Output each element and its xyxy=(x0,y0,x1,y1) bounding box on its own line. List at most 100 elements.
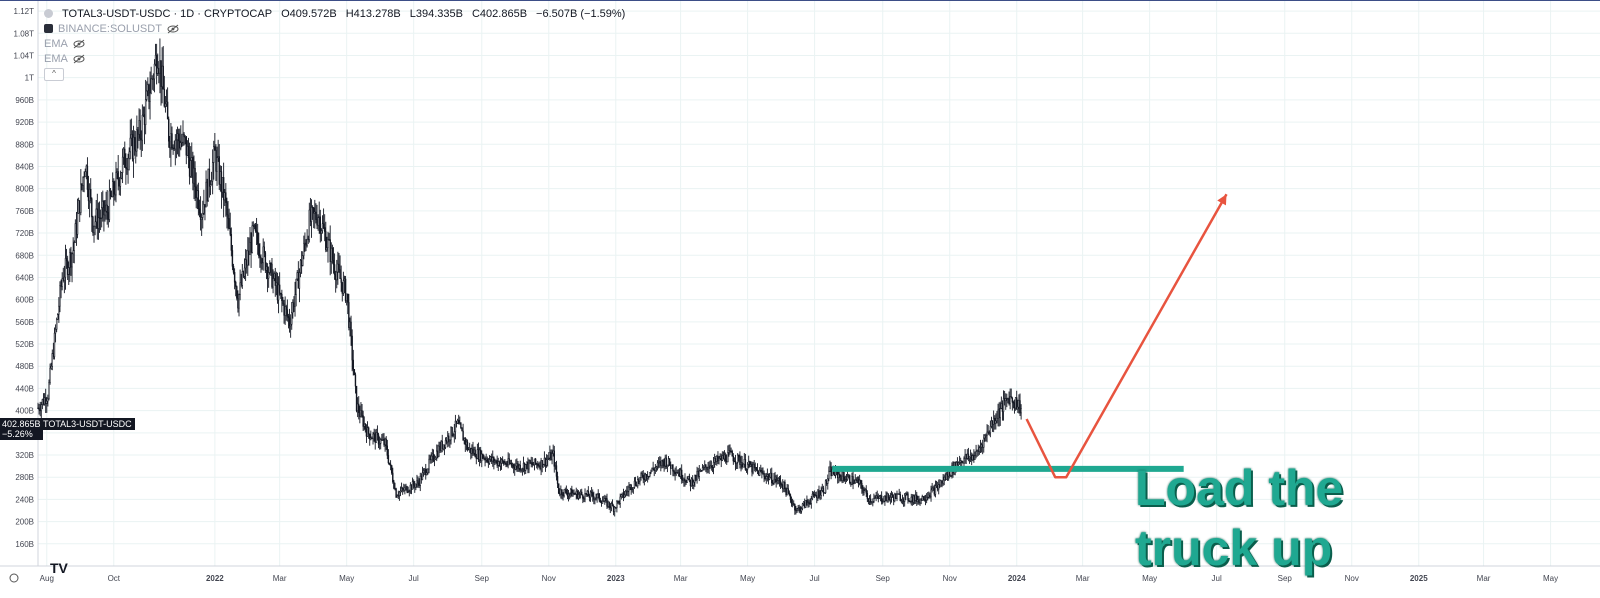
candle-body xyxy=(432,453,435,461)
candle-body xyxy=(851,476,853,485)
candle-body xyxy=(196,190,198,199)
candle-body xyxy=(597,493,599,495)
y-tick-label: 600B xyxy=(15,296,34,305)
candle-body xyxy=(197,190,200,209)
candle-body xyxy=(773,478,775,484)
candle-body xyxy=(487,461,490,464)
candle-body xyxy=(671,464,673,469)
candle-body xyxy=(461,427,463,432)
candle-body xyxy=(320,230,323,234)
candle-body xyxy=(662,459,664,463)
candle-body xyxy=(969,454,972,458)
candle-body xyxy=(119,177,122,187)
candle-body xyxy=(445,440,448,443)
candle-body xyxy=(648,475,650,478)
open-value: O409.572B xyxy=(281,7,337,20)
hidden-eye-icon[interactable] xyxy=(73,54,85,64)
candle-body xyxy=(739,456,741,465)
candle-body xyxy=(582,494,584,499)
candle-body xyxy=(474,449,476,458)
candle-body xyxy=(919,498,921,504)
candle-body xyxy=(801,503,804,509)
candle-body xyxy=(354,374,357,387)
indicator-row-1[interactable]: EMA xyxy=(44,36,629,51)
candle-body xyxy=(916,494,918,502)
candle-body xyxy=(221,177,224,193)
candle-body xyxy=(304,242,306,245)
candle-body xyxy=(213,146,215,163)
candle-body xyxy=(155,54,158,74)
candle-body xyxy=(339,269,341,280)
candle-body xyxy=(746,464,749,470)
candle-body xyxy=(298,272,301,289)
candle-body xyxy=(225,192,227,203)
candle-body xyxy=(885,495,887,501)
candle-body xyxy=(878,496,881,499)
candle-body xyxy=(331,247,334,261)
candle-body xyxy=(587,490,590,497)
candle-body xyxy=(867,498,870,502)
candle-body xyxy=(556,476,559,484)
candle-body xyxy=(720,455,722,461)
indicator-1-label[interactable]: EMA xyxy=(44,37,68,50)
hidden-eye-icon[interactable] xyxy=(167,24,179,34)
candle-body xyxy=(47,398,49,402)
candle-body xyxy=(319,216,322,234)
candle-body xyxy=(554,465,557,467)
candle-body xyxy=(81,183,83,186)
annotation-text[interactable]: Load the truck up xyxy=(1135,458,1343,578)
hidden-eye-icon[interactable] xyxy=(73,39,85,49)
projection-arrow-group[interactable] xyxy=(1025,193,1228,479)
candle-body xyxy=(258,243,260,257)
candle-body xyxy=(168,118,170,142)
candle-body xyxy=(737,454,739,463)
x-tick-label: Sep xyxy=(1278,574,1293,583)
candle-body xyxy=(326,247,328,251)
candle-body xyxy=(314,211,316,214)
collapse-legend-button[interactable]: ^ xyxy=(44,68,64,81)
candle-body xyxy=(205,181,207,208)
candle-body xyxy=(858,480,861,484)
candle-body xyxy=(586,490,588,495)
candle-body xyxy=(507,458,509,466)
candle-body xyxy=(286,309,289,317)
indicator-row-2[interactable]: EMA xyxy=(44,51,629,66)
candle-body xyxy=(438,445,440,457)
tradingview-logo[interactable]: TV xyxy=(50,560,68,576)
candle-body xyxy=(1008,398,1010,404)
candle-body xyxy=(642,475,644,480)
candle-body xyxy=(393,481,395,489)
candle-body xyxy=(977,450,979,452)
overlay-symbol[interactable]: BINANCE:SOLUSDT xyxy=(58,22,162,35)
candle-body xyxy=(392,472,394,483)
candle-body xyxy=(210,180,213,186)
symbol-row[interactable]: TOTAL3-USDT-USDC · 1D · CRYPTOCAP O409.5… xyxy=(44,6,629,21)
candle-body xyxy=(600,501,603,504)
candle-body xyxy=(386,445,389,456)
candle-body xyxy=(204,204,206,208)
indicator-2-label[interactable]: EMA xyxy=(44,52,68,65)
candle-body xyxy=(1018,400,1020,408)
candle-body xyxy=(960,460,962,463)
candle-body xyxy=(323,227,326,232)
candle-body xyxy=(433,459,436,461)
candle-body xyxy=(611,503,614,507)
candle-body xyxy=(594,497,596,500)
candle-body xyxy=(395,488,397,498)
candle-body xyxy=(309,209,312,222)
symbol-name[interactable]: TOTAL3-USDT-USDC · 1D · CRYPTOCAP xyxy=(62,7,273,20)
candle-body xyxy=(724,454,727,462)
candle-body xyxy=(416,480,418,485)
candle-body xyxy=(464,438,466,445)
candle-body xyxy=(419,475,421,486)
candle-body xyxy=(806,500,808,503)
candle-body xyxy=(360,410,362,417)
candle-body xyxy=(42,399,45,405)
candle-body xyxy=(772,482,774,485)
candle-body xyxy=(756,469,759,471)
candle-body xyxy=(531,462,534,465)
overlay-row[interactable]: BINANCE:SOLUSDT xyxy=(44,21,629,36)
candle-body xyxy=(46,400,48,404)
candle-body xyxy=(994,417,996,424)
candle-body xyxy=(508,458,510,464)
